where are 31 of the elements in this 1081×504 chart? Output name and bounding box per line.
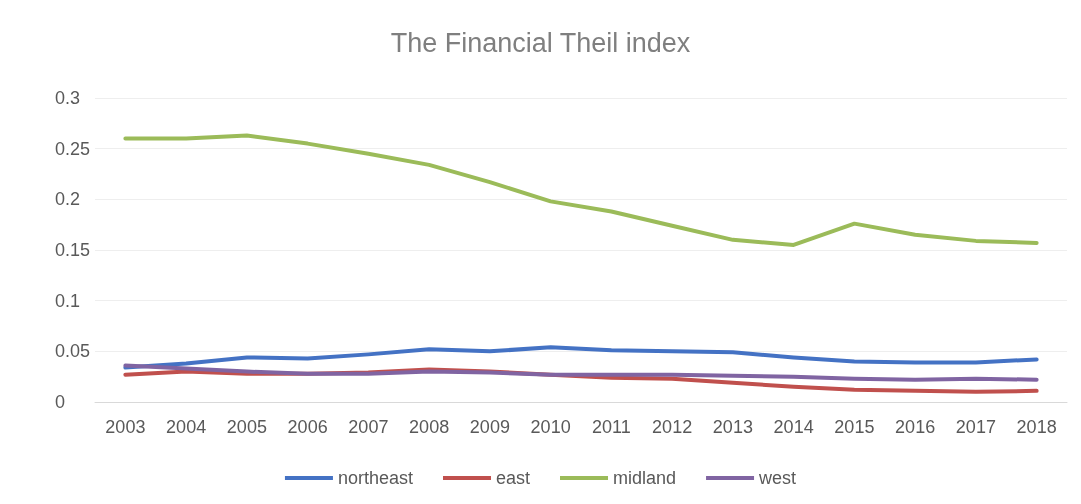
- line-series: [123, 133, 1039, 247]
- legend-label: east: [495, 468, 531, 488]
- x-tick-label: 2017: [955, 417, 996, 437]
- x-tick-label: 2018: [1016, 417, 1057, 437]
- y-tick-label: 0.25: [55, 138, 91, 159]
- x-tick-label: 2004: [166, 417, 207, 437]
- x-tick-label: 2007: [348, 417, 389, 437]
- legend-label: west: [758, 468, 797, 488]
- y-tick-label: 0.05: [55, 341, 91, 362]
- y-tick-label: 0: [55, 392, 66, 412]
- y-tick-label: 0.2: [55, 189, 81, 210]
- x-tick-label: 2005: [226, 417, 267, 437]
- x-tick-label: 2011: [592, 417, 631, 437]
- chart-title: The Financial Theil index: [390, 27, 691, 58]
- x-tick-label: 2003: [105, 417, 146, 437]
- legend-label: northeast: [337, 468, 413, 488]
- x-tick-label: 2009: [469, 417, 510, 437]
- x-tick-label: 2010: [530, 417, 571, 437]
- x-tick-label: 2013: [712, 417, 753, 437]
- y-tick-label: 0.1: [55, 290, 81, 311]
- x-tick-label: 2015: [834, 417, 875, 437]
- line-series: [123, 345, 1039, 370]
- x-tick-label: 2016: [895, 417, 936, 437]
- x-tick-label: 2008: [409, 417, 450, 437]
- y-tick-label: 0.3: [55, 88, 81, 108]
- x-tick-label: 2014: [773, 417, 814, 437]
- line-series: [123, 363, 1039, 382]
- x-tick-label: 2012: [652, 417, 693, 437]
- legend-label: midland: [613, 468, 677, 488]
- x-tick-label: 2006: [287, 417, 328, 437]
- y-tick-label: 0.15: [55, 240, 91, 260]
